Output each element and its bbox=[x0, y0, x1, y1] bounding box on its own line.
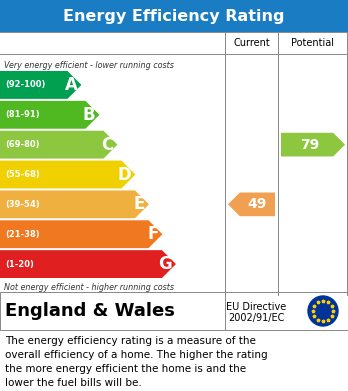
Text: E: E bbox=[134, 196, 145, 213]
Text: 2002/91/EC: 2002/91/EC bbox=[228, 313, 285, 323]
Polygon shape bbox=[0, 101, 100, 129]
Text: (21-38): (21-38) bbox=[5, 230, 40, 239]
Polygon shape bbox=[281, 133, 345, 156]
Text: (69-80): (69-80) bbox=[5, 140, 40, 149]
Polygon shape bbox=[0, 250, 176, 278]
Text: Very energy efficient - lower running costs: Very energy efficient - lower running co… bbox=[4, 61, 174, 70]
Polygon shape bbox=[0, 220, 163, 248]
Polygon shape bbox=[0, 71, 81, 99]
Text: 79: 79 bbox=[300, 138, 320, 152]
Polygon shape bbox=[0, 161, 135, 188]
Text: Not energy efficient - higher running costs: Not energy efficient - higher running co… bbox=[4, 283, 174, 292]
Polygon shape bbox=[0, 131, 117, 159]
Text: G: G bbox=[158, 255, 172, 273]
Text: (55-68): (55-68) bbox=[5, 170, 40, 179]
Text: Energy Efficiency Rating: Energy Efficiency Rating bbox=[63, 9, 285, 23]
Text: F: F bbox=[147, 225, 158, 243]
Text: (39-54): (39-54) bbox=[5, 200, 40, 209]
Polygon shape bbox=[228, 192, 275, 216]
Text: 49: 49 bbox=[248, 197, 267, 212]
Text: B: B bbox=[83, 106, 95, 124]
Text: England & Wales: England & Wales bbox=[5, 302, 175, 320]
Text: D: D bbox=[118, 165, 132, 183]
Circle shape bbox=[308, 296, 338, 326]
Text: The energy efficiency rating is a measure of the
overall efficiency of a home. T: The energy efficiency rating is a measur… bbox=[5, 336, 268, 388]
Text: A: A bbox=[64, 76, 77, 94]
Bar bbox=[0, 0, 348, 32]
Text: EU Directive: EU Directive bbox=[227, 302, 287, 312]
Bar bbox=[0, 292, 348, 330]
Text: (81-91): (81-91) bbox=[5, 110, 40, 119]
Text: (1-20): (1-20) bbox=[5, 260, 34, 269]
Text: (92-100): (92-100) bbox=[5, 81, 45, 90]
Polygon shape bbox=[0, 190, 149, 218]
Text: Current: Current bbox=[233, 38, 270, 48]
Text: Potential: Potential bbox=[292, 38, 334, 48]
Text: C: C bbox=[101, 136, 113, 154]
